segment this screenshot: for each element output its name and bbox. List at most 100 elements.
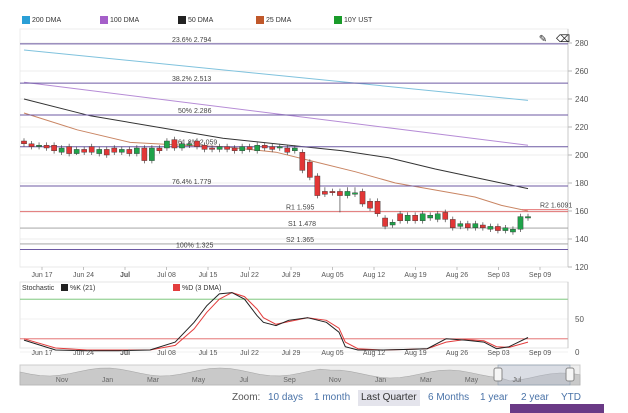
- navigator-label: Nov: [56, 377, 69, 384]
- level-label: 23.6% 2.794: [172, 37, 211, 44]
- navigator-left-handle: [493, 367, 503, 382]
- candle-body: [292, 147, 298, 151]
- y-tick-label: 220: [575, 123, 589, 132]
- zoom-ytd-button[interactable]: YTD: [561, 392, 581, 403]
- stochastic-x-label: Aug 26: [446, 350, 468, 357]
- stochastic-x-label: Jul 15: [199, 350, 218, 357]
- level-label: S2 1.365: [286, 237, 314, 244]
- x-tick-label: Jul 22: [240, 272, 259, 279]
- stochastic-x-label: Aug 05: [321, 350, 343, 357]
- legend-item-10y-ust[interactable]: 10Y UST: [334, 16, 412, 24]
- candle-body: [118, 149, 125, 153]
- candle-body: [322, 191, 328, 195]
- y-tick-label: 120: [575, 263, 589, 272]
- level-label: S1 1.478: [288, 221, 316, 228]
- level-label: 50% 2.286: [178, 108, 212, 115]
- candle-body: [314, 175, 321, 196]
- legend-label: 50 DMA: [188, 16, 214, 24]
- candle-body: [164, 140, 170, 149]
- x-tick-label: Sep 03: [487, 272, 509, 279]
- candle-body: [156, 147, 163, 151]
- legend-swatch: [22, 16, 30, 24]
- candle-body: [51, 144, 57, 151]
- stochastic-y-label: 50: [575, 315, 584, 324]
- legend-swatch: [178, 16, 186, 24]
- stochastic-x-label: Jul 29: [282, 350, 301, 357]
- candle-body: [224, 146, 230, 150]
- stochastic-x-label: Jul 22: [240, 350, 259, 357]
- candle-body: [111, 147, 118, 153]
- zoom-bar: Zoom: 10 days 1 month Last Quarter 6 Mon…: [0, 390, 628, 408]
- navigator-label: May: [465, 377, 479, 384]
- navigator-label: Sep: [283, 377, 296, 384]
- candle-body: [88, 146, 95, 153]
- stochastic-d-swatch: [173, 284, 180, 291]
- candle-body: [194, 140, 200, 147]
- x-tick-label: Jun 24: [73, 272, 94, 279]
- stochastic-d-line: [23, 292, 529, 351]
- candle-body: [397, 213, 403, 222]
- zoom-6-months-button[interactable]: 6 Months: [428, 392, 470, 403]
- x-tick-label: Jul 08: [157, 272, 176, 279]
- legend-item-200-dma[interactable]: 200 DMA: [22, 16, 100, 24]
- candle-body: [449, 219, 456, 228]
- stochastic-title: Stochastic: [22, 285, 55, 292]
- x-tick-label: Aug 05: [321, 272, 343, 279]
- zoom-1-month-button[interactable]: 1 month: [314, 392, 351, 403]
- x-tick-label: Aug 12: [363, 272, 385, 279]
- legend-item-25-dma[interactable]: 25 DMA: [256, 16, 334, 24]
- x-tick-label: Aug 26: [446, 272, 468, 279]
- candle-body: [502, 227, 509, 231]
- candle-body: [525, 216, 531, 219]
- candle-body: [134, 147, 140, 154]
- candle-body: [367, 200, 373, 209]
- stochastic-x-label: Jun 17: [31, 350, 52, 357]
- legend-swatch: [100, 16, 108, 24]
- legend: 200 DMA 100 DMA 50 DMA 25 DMA 10Y UST: [22, 16, 412, 24]
- legend-swatch: [334, 16, 342, 24]
- stochastic-k-swatch: [61, 284, 68, 291]
- navigator-label: Jan: [102, 377, 113, 384]
- candle-body: [329, 191, 336, 193]
- candle-body: [209, 147, 215, 150]
- candle-body: [36, 144, 42, 147]
- candle-body: [269, 146, 276, 150]
- y-tick-label: 160: [575, 207, 589, 216]
- navigator[interactable]: Nov Jan Mar May Jul Sep Nov Jan Mar May Jul: [19, 364, 581, 386]
- stochastic-d-label: %D (3 DMA): [182, 285, 221, 292]
- zoom-last-quarter-button[interactable]: Last Quarter: [358, 390, 420, 406]
- stochastic-k-line: [23, 292, 529, 352]
- zoom-1-year-button[interactable]: 1 year: [480, 392, 508, 403]
- level-label: 76.4% 1.779: [172, 179, 211, 186]
- zoom-2-year-button[interactable]: 2 year: [521, 392, 549, 403]
- navigator-label: Mar: [147, 377, 160, 384]
- zoom-10-days-button[interactable]: 10 days: [268, 392, 304, 403]
- legend-label: 100 DMA: [110, 16, 140, 24]
- candle-body: [404, 214, 411, 221]
- stochastic-y-label: 0: [575, 348, 580, 357]
- level-label: R1 1.595: [286, 205, 315, 212]
- legend-item-50-dma[interactable]: 50 DMA: [178, 16, 256, 24]
- series-line-50-dma: [23, 98, 529, 190]
- stochastic-x-label: Jul 08: [157, 350, 176, 357]
- stochastic-x-label: Jun 24: [73, 350, 94, 357]
- candle-body: [299, 151, 306, 171]
- candle-body: [141, 147, 148, 161]
- x-tick-label: Aug 19: [404, 272, 426, 279]
- candle-body: [442, 212, 449, 220]
- pencil-icon[interactable]: ✎: [538, 34, 548, 45]
- candle-body: [261, 144, 268, 149]
- candle-body: [472, 223, 479, 229]
- candle-body: [21, 140, 27, 144]
- price-panel: 120 140 160 180 200 220 240 260 280 Jun 17 Jun 24 J…: [19, 28, 589, 279]
- candle-body: [103, 149, 110, 156]
- eraser-icon[interactable]: ⌫: [556, 34, 571, 45]
- series-line-100-dma: [23, 81, 529, 146]
- level-label: 38.2% 2.513: [172, 76, 211, 83]
- stochastic-x-label: Jul: [120, 350, 130, 357]
- legend-label: 10Y UST: [344, 16, 373, 24]
- legend-label: 25 DMA: [266, 16, 292, 24]
- navigator-label: May: [192, 377, 206, 384]
- legend-item-100-dma[interactable]: 100 DMA: [100, 16, 178, 24]
- bottom-action-bar[interactable]: [510, 404, 604, 413]
